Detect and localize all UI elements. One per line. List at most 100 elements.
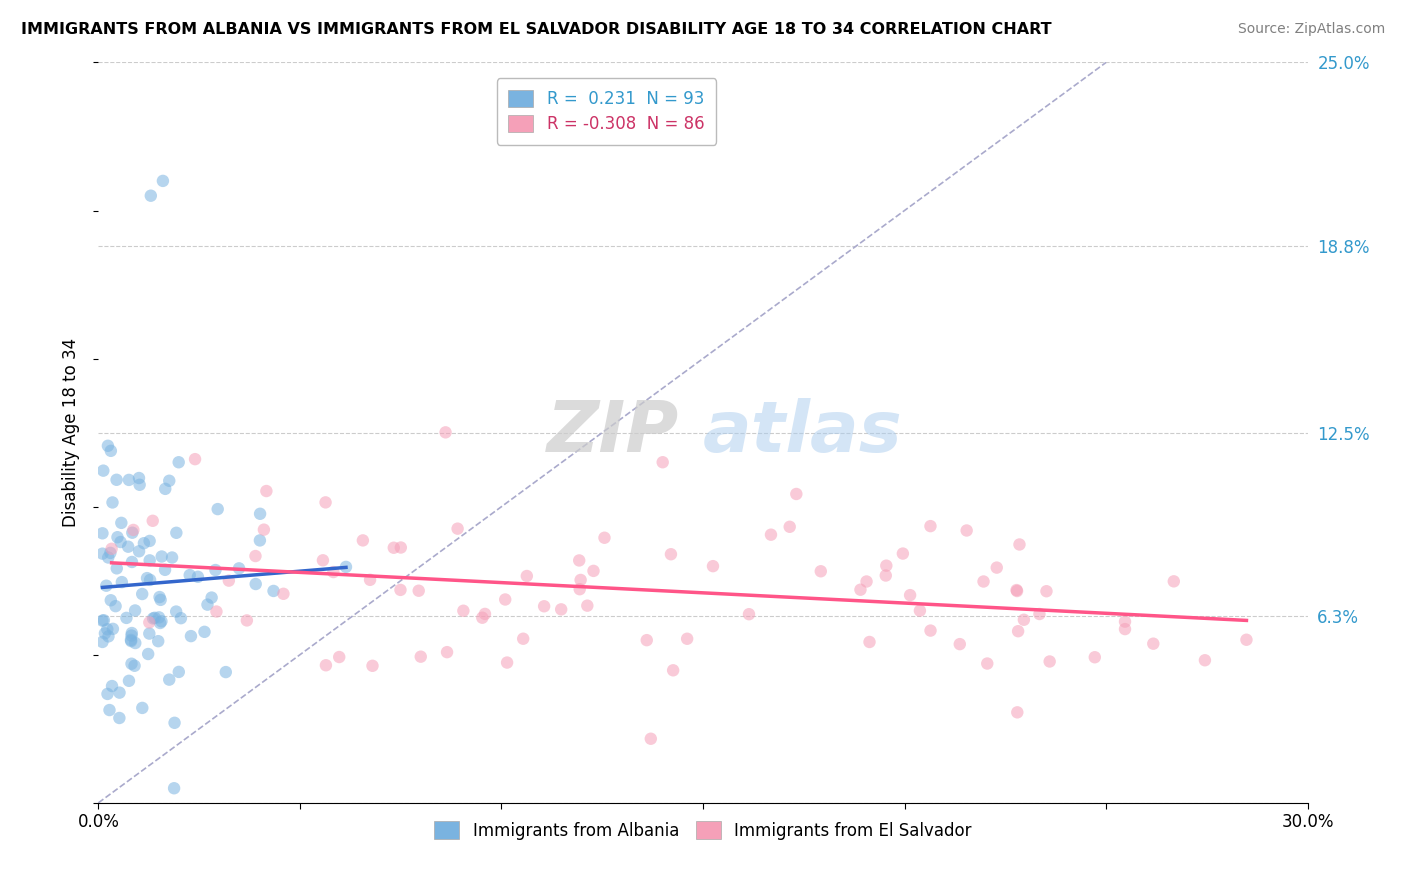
Point <box>253 523 276 537</box>
Point <box>920 519 942 533</box>
Point <box>1084 650 1107 665</box>
Point <box>205 605 228 619</box>
Point <box>139 573 162 587</box>
Point <box>651 455 673 469</box>
Point <box>568 553 591 567</box>
Point <box>150 615 173 629</box>
Point <box>184 452 207 467</box>
Point <box>97 629 120 643</box>
Point <box>516 569 538 583</box>
Point <box>170 611 193 625</box>
Point <box>124 658 146 673</box>
Point <box>94 626 117 640</box>
Point <box>124 603 146 617</box>
Point <box>382 541 405 555</box>
Point <box>110 516 132 530</box>
Point <box>97 439 120 453</box>
Point <box>121 525 143 540</box>
Point <box>101 622 124 636</box>
Point <box>108 685 131 699</box>
Point <box>118 673 141 688</box>
Point <box>569 573 592 587</box>
Text: atlas: atlas <box>703 398 903 467</box>
Point <box>582 564 605 578</box>
Point <box>101 495 124 509</box>
Point <box>197 598 219 612</box>
Point <box>1039 655 1062 669</box>
Point <box>858 635 880 649</box>
Point <box>165 605 187 619</box>
Point <box>128 477 150 491</box>
Point <box>249 533 271 548</box>
Point <box>976 657 998 671</box>
Point <box>1007 706 1029 720</box>
Point <box>165 525 187 540</box>
Point <box>322 565 344 579</box>
Point <box>117 540 139 554</box>
Point <box>121 629 143 643</box>
Text: ZIP: ZIP <box>547 398 679 467</box>
Point <box>105 561 128 575</box>
Point <box>155 482 177 496</box>
Point <box>96 579 118 593</box>
Point <box>124 636 146 650</box>
Point <box>128 544 150 558</box>
Point <box>115 611 138 625</box>
Point <box>640 731 662 746</box>
Point <box>738 607 761 622</box>
Point <box>148 590 170 604</box>
Point <box>180 629 202 643</box>
Point <box>104 599 127 614</box>
Point <box>1005 584 1028 599</box>
Point <box>105 473 128 487</box>
Point <box>163 781 186 796</box>
Point <box>143 611 166 625</box>
Point <box>986 560 1008 574</box>
Point <box>849 582 872 597</box>
Point <box>179 568 201 582</box>
Point <box>636 633 658 648</box>
Point <box>100 541 122 556</box>
Point <box>131 701 153 715</box>
Point <box>201 591 224 605</box>
Point <box>98 703 121 717</box>
Point <box>389 541 412 555</box>
Point <box>1236 632 1258 647</box>
Point <box>352 533 374 548</box>
Point <box>139 188 162 202</box>
Point <box>121 626 143 640</box>
Point <box>676 632 699 646</box>
Point <box>1007 624 1029 639</box>
Point <box>1142 637 1164 651</box>
Point <box>153 563 176 577</box>
Point <box>157 474 180 488</box>
Point <box>973 574 995 589</box>
Point <box>110 535 132 549</box>
Point <box>187 570 209 584</box>
Point <box>207 502 229 516</box>
Point <box>136 647 159 661</box>
Point <box>167 455 190 469</box>
Point <box>920 624 942 638</box>
Point <box>453 604 475 618</box>
Point <box>474 607 496 621</box>
Point <box>315 658 337 673</box>
Point <box>138 615 160 630</box>
Point <box>91 464 114 478</box>
Point <box>138 626 160 640</box>
Point <box>108 711 131 725</box>
Point <box>759 527 782 541</box>
Point <box>1114 615 1136 629</box>
Point <box>533 599 555 614</box>
Point <box>118 473 141 487</box>
Point <box>576 599 599 613</box>
Point <box>121 555 143 569</box>
Point <box>891 547 914 561</box>
Point <box>550 602 572 616</box>
Text: IMMIGRANTS FROM ALBANIA VS IMMIGRANTS FROM EL SALVADOR DISABILITY AGE 18 TO 34 C: IMMIGRANTS FROM ALBANIA VS IMMIGRANTS FR… <box>21 22 1052 37</box>
Point <box>494 592 516 607</box>
Point <box>254 483 277 498</box>
Point <box>136 571 159 585</box>
Point <box>111 575 134 590</box>
Point <box>150 549 173 564</box>
